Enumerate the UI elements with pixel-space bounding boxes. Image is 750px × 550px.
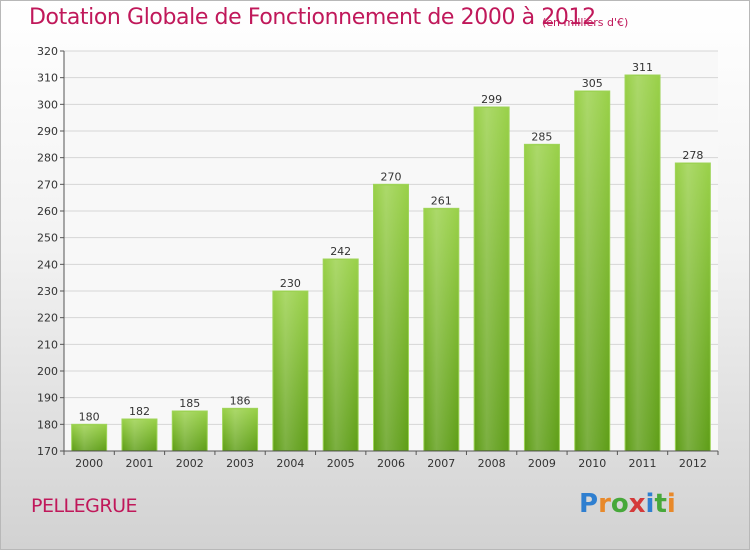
bar-highlight [324, 260, 358, 450]
y-tick-label: 170 [37, 445, 58, 458]
bar-highlight [575, 92, 609, 450]
data-label-2001: 182 [129, 405, 150, 418]
bar-highlight [475, 108, 509, 450]
logo-letter: x [628, 489, 646, 519]
bar-highlight [72, 425, 106, 450]
data-label-2012: 278 [682, 149, 703, 162]
logo-letter: i [645, 489, 655, 519]
bar-highlight [122, 420, 156, 450]
data-label-2008: 299 [481, 93, 502, 106]
logo-letter: P [579, 489, 599, 519]
data-label-2010: 305 [582, 77, 603, 90]
commune-name: PELLEGRUE [31, 495, 137, 517]
data-label-2000: 180 [79, 410, 100, 423]
logo-letter: o [610, 489, 629, 519]
y-tick-label: 250 [37, 232, 58, 245]
y-tick-label: 280 [37, 152, 58, 165]
x-tick-label-2009: 2009 [528, 457, 556, 470]
y-tick-label: 310 [37, 72, 58, 85]
data-label-2003: 186 [230, 394, 251, 407]
logo-letter: r [598, 489, 611, 519]
bar-highlight [626, 76, 660, 450]
logo-letter: i [666, 489, 676, 519]
chart-unit: (en milliers d'€) [542, 16, 629, 29]
x-tick-label-2008: 2008 [478, 457, 506, 470]
proxiti-logo: Proxiti [579, 489, 676, 519]
x-tick-label-2001: 2001 [125, 457, 153, 470]
y-tick-label: 180 [37, 418, 58, 431]
bar-highlight [273, 292, 307, 450]
y-tick-label: 210 [37, 338, 58, 351]
y-tick-label: 290 [37, 125, 58, 138]
bar-highlight [424, 209, 458, 450]
data-label-2005: 242 [330, 245, 351, 258]
x-tick-label-2012: 2012 [679, 457, 707, 470]
data-label-2006: 270 [381, 170, 402, 183]
chart-title: Dotation Globale de Fonctionnement de 20… [29, 5, 596, 30]
data-label-2002: 185 [179, 397, 200, 410]
data-label-2004: 230 [280, 277, 301, 290]
y-tick-label: 200 [37, 365, 58, 378]
data-label-2009: 285 [531, 130, 552, 143]
y-tick-label: 270 [37, 178, 58, 191]
y-tick-label: 230 [37, 285, 58, 298]
y-tick-label: 220 [37, 312, 58, 325]
y-tick-label: 240 [37, 258, 58, 271]
bar-highlight [525, 145, 559, 451]
bar-highlight [374, 185, 408, 451]
y-tick-label: 190 [37, 392, 58, 405]
data-label-2007: 261 [431, 194, 452, 207]
bar-highlight [223, 409, 257, 450]
x-tick-label-2003: 2003 [226, 457, 254, 470]
x-tick-label-2004: 2004 [276, 457, 304, 470]
bar-highlight [676, 164, 710, 450]
x-tick-label-2002: 2002 [176, 457, 204, 470]
y-tick-label: 320 [37, 45, 58, 58]
x-tick-label-2005: 2005 [327, 457, 355, 470]
y-tick-label: 260 [37, 205, 58, 218]
x-tick-label-2000: 2000 [75, 457, 103, 470]
x-tick-label-2011: 2011 [629, 457, 657, 470]
logo-letter: t [654, 489, 667, 519]
data-label-2011: 311 [632, 61, 653, 74]
x-tick-label-2010: 2010 [578, 457, 606, 470]
x-tick-label-2006: 2006 [377, 457, 405, 470]
bar-highlight [173, 412, 207, 450]
y-tick-label: 300 [37, 98, 58, 111]
x-tick-label-2007: 2007 [427, 457, 455, 470]
